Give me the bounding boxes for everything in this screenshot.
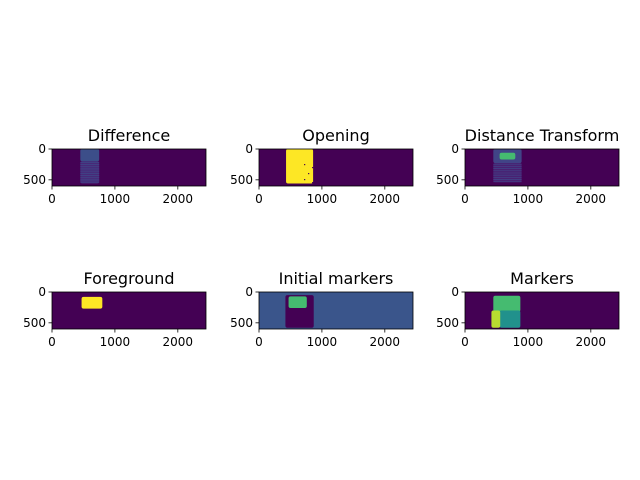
x-tick-label: 0: [255, 335, 263, 349]
x-tick-label: 0: [48, 335, 56, 349]
x-tick-label: 1000: [307, 192, 338, 206]
y-tick-label: 0: [245, 285, 253, 299]
speckle-dot: [312, 182, 314, 184]
y-tick-label: 500: [436, 173, 459, 187]
axes-frame: [258, 148, 414, 187]
axes-frame: [464, 291, 620, 330]
y-tick-label: 500: [436, 316, 459, 330]
x-tick-label: 2000: [163, 192, 194, 206]
y-tick-label: 500: [230, 316, 253, 330]
x-tick-label: 1000: [100, 335, 131, 349]
y-tick-label: 500: [23, 173, 46, 187]
x-tick-label: 1000: [100, 192, 131, 206]
y-tick-label: 0: [38, 142, 46, 156]
subplot-title: Difference: [88, 126, 170, 145]
heatmap-region: [499, 310, 521, 328]
speckle-dot: [312, 167, 314, 169]
x-tick-label: 2000: [163, 335, 194, 349]
x-tick-label: 0: [48, 192, 56, 206]
y-tick-label: 500: [23, 316, 46, 330]
heatmap-background: [259, 149, 413, 186]
axes-frame: [464, 148, 620, 187]
axes-frame: [51, 291, 207, 330]
heatmap-region: [80, 149, 100, 162]
speckle-dot: [308, 173, 310, 175]
x-tick-label: 0: [461, 335, 469, 349]
heatmap-region: [286, 149, 314, 184]
heatmap-region: [493, 295, 521, 312]
speckle-dot: [304, 179, 306, 181]
heatmap-background: [259, 292, 413, 329]
x-tick-label: 2000: [576, 192, 607, 206]
heatmap-region: [81, 296, 103, 309]
heatmap-background: [465, 149, 619, 186]
axes-frame: [258, 291, 414, 330]
heatmap-background: [52, 292, 206, 329]
x-tick-label: 2000: [576, 335, 607, 349]
y-tick-label: 500: [230, 173, 253, 187]
y-tick-label: 0: [245, 142, 253, 156]
y-tick-label: 0: [451, 142, 459, 156]
heatmap-region: [499, 152, 516, 160]
heatmap-background: [52, 149, 206, 186]
y-tick-label: 0: [451, 285, 459, 299]
y-tick-label: 0: [38, 285, 46, 299]
heatmap-background: [465, 292, 619, 329]
x-tick-label: 2000: [370, 192, 401, 206]
subplot-title: Foreground: [83, 269, 174, 288]
x-tick-label: 1000: [513, 335, 544, 349]
axes-frame: [51, 148, 207, 187]
x-tick-label: 2000: [370, 335, 401, 349]
heatmap-region: [288, 296, 307, 309]
x-tick-label: 0: [255, 192, 263, 206]
subplot-title: Initial markers: [279, 269, 394, 288]
speckle-dot: [304, 164, 306, 166]
subplot-title: Opening: [302, 126, 369, 145]
x-tick-label: 0: [461, 192, 469, 206]
subplot-title: Distance Transform: [465, 126, 620, 145]
x-tick-label: 1000: [307, 335, 338, 349]
subplot-title: Markers: [510, 269, 574, 288]
heatmap-region: [491, 310, 501, 328]
x-tick-label: 1000: [513, 192, 544, 206]
